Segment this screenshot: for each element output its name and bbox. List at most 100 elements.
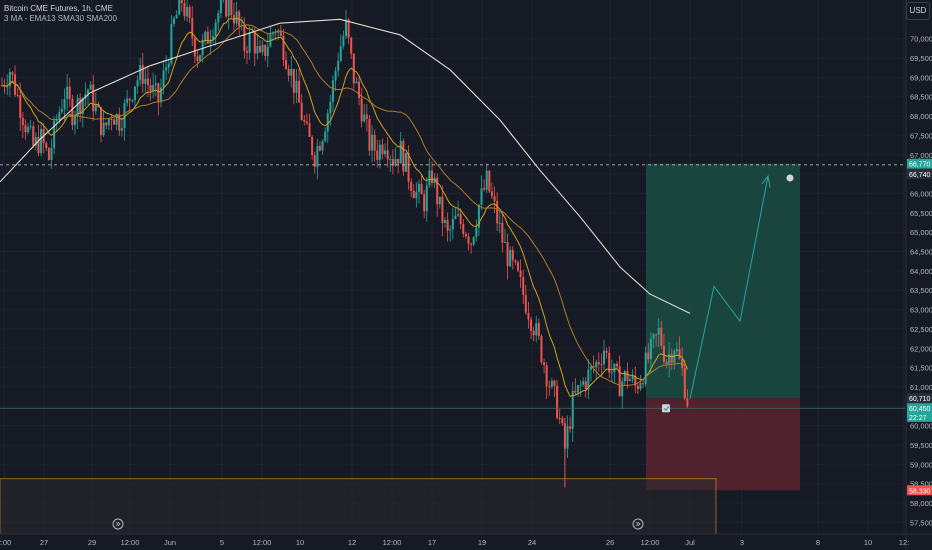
- candle-body: [571, 390, 574, 429]
- drawing-overlay: [0, 164, 906, 530]
- candle-body: [178, 0, 181, 15]
- candle-body: [214, 22, 217, 36]
- candle-body: [428, 170, 431, 186]
- replay-icon: [112, 518, 124, 530]
- y-tick-label: 59,500: [910, 441, 932, 450]
- candle-body: [248, 32, 251, 53]
- candle-body: [352, 53, 355, 84]
- candle-body: [342, 36, 345, 47]
- x-tick-label: 10: [864, 538, 872, 547]
- y-tick-label: 64,500: [910, 248, 932, 257]
- y-tick-label: 63,500: [910, 286, 932, 295]
- candle-body: [509, 250, 512, 267]
- candle-body: [230, 0, 233, 16]
- candle-body: [66, 86, 69, 100]
- candle-body: [618, 366, 621, 397]
- candle-body: [373, 134, 376, 151]
- candle-body: [407, 152, 410, 182]
- price-axis[interactable]: 70,000 69,500 69,000 68,500 68,000 67,500 67,0…: [905, 0, 932, 550]
- candle-body: [436, 177, 439, 205]
- candle-body: [16, 94, 19, 96]
- candle-body: [431, 170, 433, 183]
- price-tag: [907, 393, 932, 404]
- candle-body: [58, 112, 61, 121]
- candle-body: [128, 98, 131, 101]
- candle-body: [399, 140, 402, 164]
- candle-body: [89, 84, 92, 90]
- candle-body: [527, 312, 530, 320]
- candle-body: [394, 158, 397, 166]
- candle-body: [162, 70, 165, 88]
- candle-body: [274, 32, 277, 34]
- candle-body: [110, 118, 113, 120]
- candle-body: [37, 137, 40, 154]
- candle-body: [610, 372, 613, 374]
- candle-body: [47, 148, 50, 160]
- candle-body: [120, 128, 123, 131]
- candle-body: [131, 100, 134, 102]
- y-tick-label: 65,000: [910, 228, 932, 237]
- candle-body: [199, 54, 202, 61]
- candle-body: [480, 188, 483, 205]
- price-tag-label: 66,770: [909, 162, 931, 169]
- candle-body: [186, 7, 189, 17]
- y-tick-label: 57,500: [910, 518, 932, 527]
- x-tick-label: 8: [816, 538, 820, 547]
- candle-body: [107, 118, 110, 126]
- eye-icon: [786, 174, 794, 182]
- candle-body: [566, 426, 569, 449]
- position-zones: [0, 163, 800, 535]
- x-tick-label: 26: [606, 538, 614, 547]
- candle-body: [201, 39, 204, 55]
- candle-body: [537, 323, 540, 336]
- price-tag-label: 58,330: [909, 488, 931, 495]
- candle-body: [467, 236, 470, 244]
- candle-body: [524, 294, 527, 313]
- y-tick-label: 59,000: [910, 460, 932, 469]
- candle-body: [152, 85, 155, 92]
- candle-body: [438, 196, 441, 205]
- candle-body: [305, 121, 308, 124]
- candle-body: [360, 98, 363, 122]
- candle-body: [139, 65, 142, 81]
- y-tick-label: 69,500: [910, 54, 932, 63]
- sma30-line: [1, 24, 688, 387]
- candle-body: [100, 107, 103, 136]
- candle-body: [73, 116, 76, 126]
- candle-body: [683, 367, 686, 399]
- candle-body: [665, 361, 668, 364]
- candle-body: [175, 14, 178, 19]
- candle-body: [303, 119, 306, 122]
- candle-body: [191, 18, 194, 39]
- candle-body: [329, 101, 332, 114]
- candle-body: [404, 152, 407, 172]
- check-icon: [662, 404, 670, 413]
- candle-body: [655, 334, 658, 336]
- candle-body: [173, 18, 175, 25]
- price-tag-label: 66,740: [909, 172, 931, 179]
- candle-body: [266, 46, 269, 56]
- candle-body: [535, 323, 538, 336]
- y-tick-label: 58,000: [910, 499, 932, 508]
- candle-body: [165, 67, 168, 71]
- time-axis[interactable]: 2:00 27 29 12:00 Jun 5 12:00 10 12 12:00 17 19 24 26 1…: [0, 533, 932, 547]
- candle-body: [423, 194, 426, 212]
- candle-body: [488, 170, 491, 192]
- replay-icon: [632, 518, 644, 530]
- candle-body: [608, 352, 611, 373]
- x-tick-label: Jul: [685, 538, 695, 547]
- candle-body: [219, 0, 222, 14]
- currency-button[interactable]: USD: [906, 2, 930, 20]
- candle-body: [261, 44, 264, 53]
- candle-body: [123, 103, 126, 129]
- candle-body: [462, 223, 465, 234]
- candle-body: [68, 86, 71, 100]
- candle-body: [376, 150, 379, 160]
- candle-body: [522, 276, 525, 295]
- replay-arrows: [115, 521, 121, 527]
- candle-body: [420, 183, 423, 195]
- candle-body: [540, 335, 543, 363]
- candle-body: [159, 87, 162, 103]
- candle-body: [79, 98, 82, 114]
